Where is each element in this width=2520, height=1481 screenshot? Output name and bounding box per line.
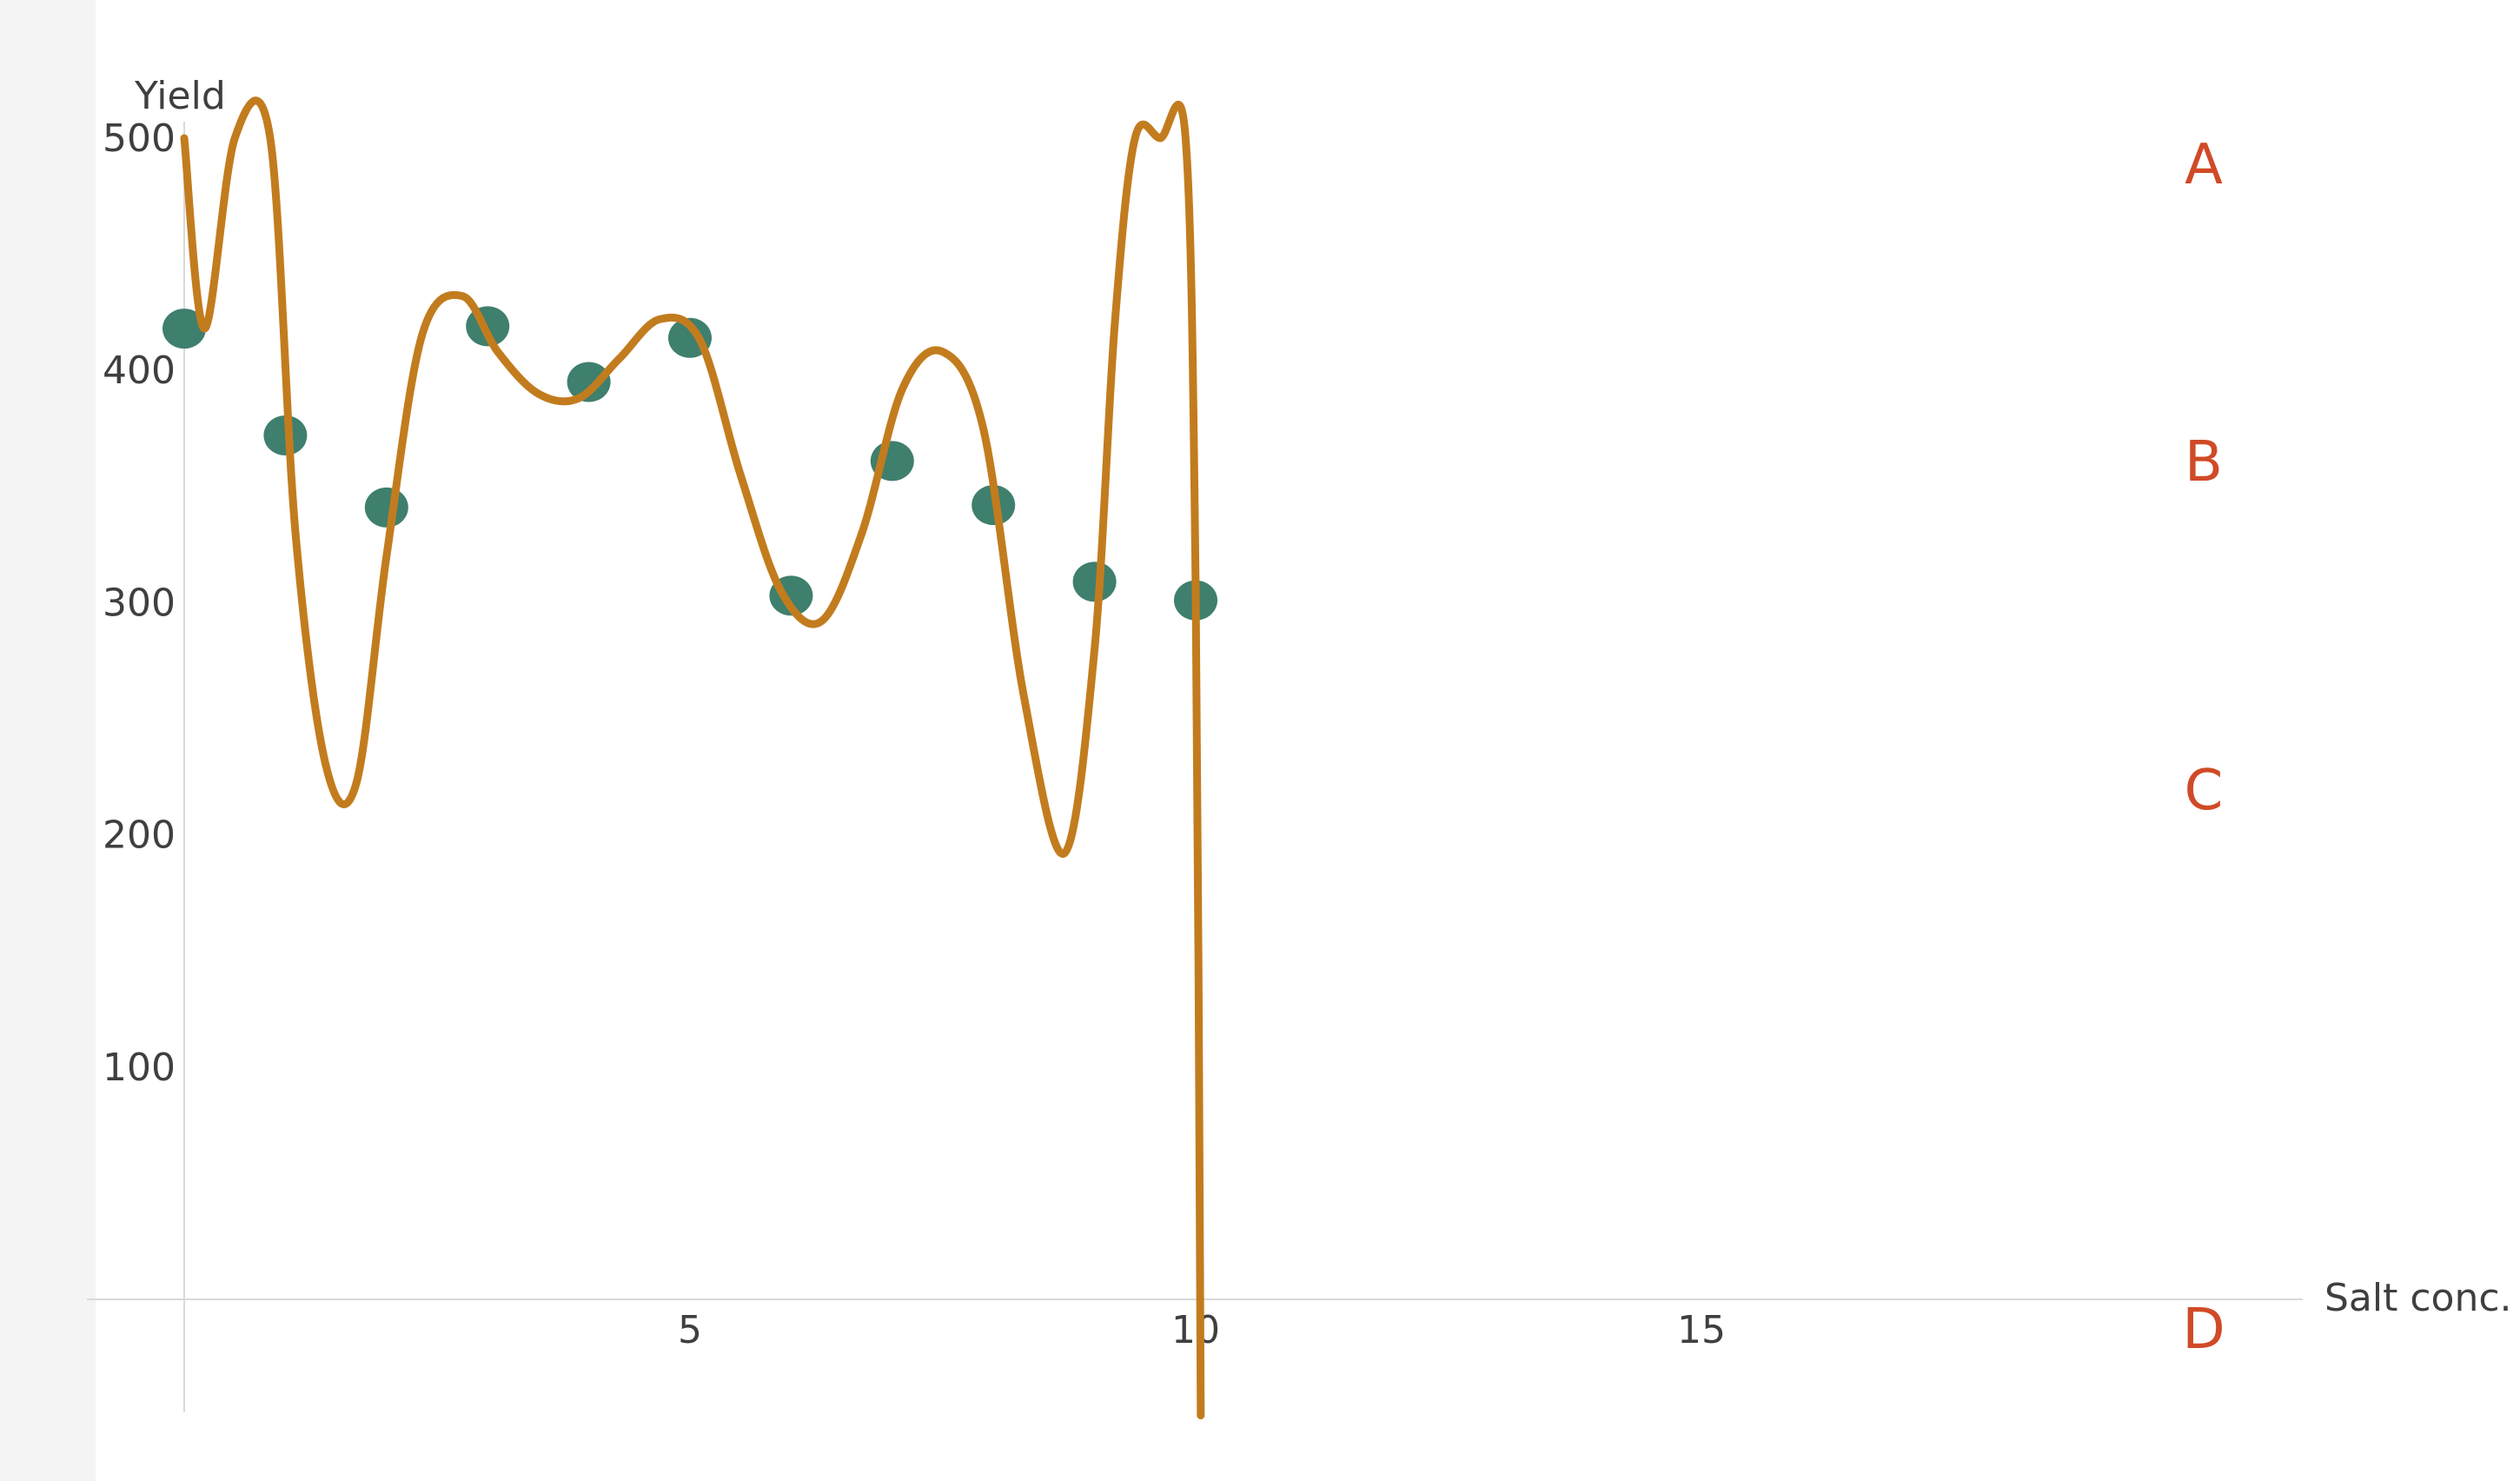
y-axis-title: Yield [134,74,226,118]
data-point [364,487,408,528]
x-tick-labels: 5 10 15 [678,1308,1726,1352]
y-tick-label: 100 [103,1046,176,1090]
x-tick-label: 5 [678,1308,702,1352]
option-b-label: B [2185,430,2223,495]
option-a-label: A [2185,133,2223,197]
option-c-label: C [2184,759,2224,823]
left-margin-strip [0,0,96,1481]
x-axis-title: Salt conc. [2324,1276,2512,1320]
y-tick-labels: 100 200 300 400 500 [103,116,176,1090]
data-point [1072,561,1117,602]
x-tick-label: 10 [1171,1308,1220,1352]
y-tick-label: 200 [103,814,176,858]
x-tick-label: 15 [1677,1308,1726,1352]
fitted-curve [180,96,1205,1420]
data-point [567,362,611,402]
y-tick-label: 500 [103,116,176,161]
data-points [162,306,1217,621]
option-d-label: D [2182,1298,2225,1362]
y-tick-label: 400 [103,349,176,393]
data-point [162,309,206,349]
y-tick-label: 300 [103,581,176,625]
